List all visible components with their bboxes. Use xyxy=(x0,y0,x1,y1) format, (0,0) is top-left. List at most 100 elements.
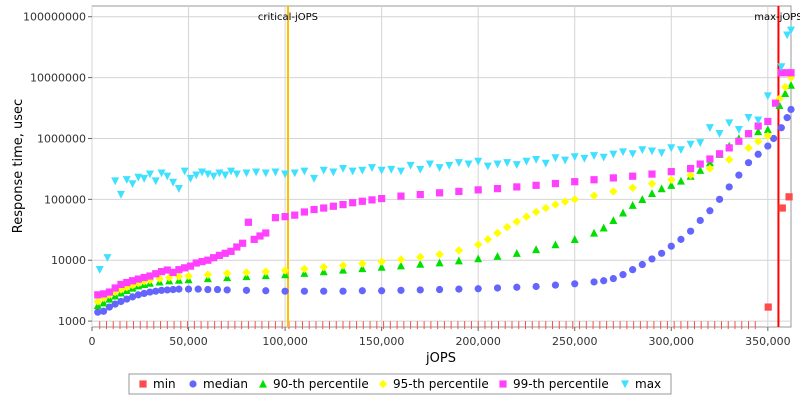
point-max xyxy=(339,164,348,173)
point-max xyxy=(252,168,261,177)
point-95-th-percentile xyxy=(725,155,734,164)
point-median xyxy=(706,207,714,215)
point-max xyxy=(103,254,112,262)
point-median xyxy=(320,287,328,295)
point-99-th-percentile xyxy=(590,176,598,184)
point-median xyxy=(677,235,685,243)
point-median xyxy=(105,303,113,311)
point-90-th-percentile xyxy=(754,127,763,136)
point-max xyxy=(396,167,405,176)
series-min xyxy=(764,193,793,311)
point-median xyxy=(715,195,724,203)
point-99-th-percentile xyxy=(300,208,309,216)
series-layer xyxy=(93,26,796,316)
point-95-th-percentile xyxy=(686,170,695,180)
point-median xyxy=(735,171,743,179)
point-90-th-percentile xyxy=(454,256,463,265)
point-max xyxy=(667,144,676,153)
point-max xyxy=(406,161,415,170)
point-max xyxy=(638,146,647,155)
point-median xyxy=(99,307,108,315)
point-90-th-percentile xyxy=(99,298,108,307)
point-max xyxy=(435,164,444,172)
point-max xyxy=(483,162,492,171)
point-99-th-percentile xyxy=(435,189,444,197)
point-max xyxy=(425,160,434,169)
point-99-th-percentile xyxy=(186,262,195,270)
point-max xyxy=(763,92,772,101)
x-tick-label: 300,000 xyxy=(649,335,695,348)
x-tick-label: 100,000 xyxy=(262,335,308,348)
point-99-th-percentile xyxy=(551,179,560,188)
critical-jops-label: critical-jOPS xyxy=(258,12,318,23)
point-95-th-percentile xyxy=(222,269,232,278)
point-max xyxy=(580,154,589,163)
point-median xyxy=(140,289,148,298)
point-99-th-percentile xyxy=(368,196,376,204)
point-99-th-percentile xyxy=(686,164,695,173)
point-max xyxy=(551,154,560,163)
point-99-th-percentile xyxy=(233,243,241,251)
point-99-th-percentile xyxy=(378,194,386,203)
x-axis-ticks: 0 50,000 100,000 150,000 200,000 250,000 300,0… xyxy=(89,327,791,348)
point-95-th-percentile xyxy=(358,259,367,268)
point-max xyxy=(532,155,541,164)
point-95-th-percentile xyxy=(541,203,550,213)
point-95-th-percentile xyxy=(781,82,790,92)
point-95-th-percentile xyxy=(628,183,637,192)
point-95-th-percentile xyxy=(522,212,531,221)
point-median xyxy=(378,287,386,295)
point-max xyxy=(561,156,570,165)
point-90-th-percentile xyxy=(416,260,425,268)
point-median xyxy=(262,287,270,295)
legend-swatch-min xyxy=(139,380,147,388)
point-95-th-percentile xyxy=(775,94,784,103)
point-max xyxy=(180,167,189,176)
point-95-th-percentile xyxy=(416,252,425,262)
point-max xyxy=(522,157,531,166)
point-99-th-percentile xyxy=(754,122,762,130)
point-95-th-percentile xyxy=(435,250,444,259)
point-95-th-percentile xyxy=(203,270,213,279)
point-90-th-percentile xyxy=(638,195,647,203)
point-max xyxy=(157,169,166,178)
point-max xyxy=(128,180,137,189)
series-max xyxy=(95,26,795,274)
legend-swatch-max xyxy=(621,380,629,389)
y-tick-label: 1000 xyxy=(58,315,86,328)
point-99-th-percentile xyxy=(140,273,148,282)
point-median xyxy=(339,287,347,295)
point-max xyxy=(281,170,290,179)
point-median xyxy=(696,216,704,225)
point-95-th-percentile xyxy=(560,197,570,206)
point-95-th-percentile xyxy=(300,264,309,274)
point-median xyxy=(590,278,598,286)
point-95-th-percentile xyxy=(377,257,386,266)
point-median xyxy=(777,124,785,132)
point-max xyxy=(242,169,251,178)
point-max xyxy=(290,169,299,178)
y-tick-label: 100000 xyxy=(44,193,86,206)
point-median xyxy=(169,285,177,294)
point-95-th-percentile xyxy=(280,266,290,275)
point-90-th-percentile xyxy=(396,261,405,270)
point-median xyxy=(194,285,202,293)
point-99-th-percentile xyxy=(715,150,724,158)
point-99-th-percentile xyxy=(134,275,142,283)
point-max xyxy=(570,153,579,161)
point-max xyxy=(203,170,212,179)
point-99-th-percentile xyxy=(764,117,772,126)
point-99-th-percentile xyxy=(339,200,347,209)
point-95-th-percentile xyxy=(338,261,348,270)
point-95-th-percentile xyxy=(763,131,773,141)
point-99-th-percentile xyxy=(725,144,733,152)
legend-label-95-th-percentile: 95-th percentile xyxy=(393,377,489,391)
point-max xyxy=(95,266,104,274)
point-median xyxy=(754,150,762,158)
point-99-th-percentile xyxy=(221,249,229,257)
legend-label-99-th-percentile: 99-th percentile xyxy=(513,377,609,391)
point-90-th-percentile xyxy=(532,245,541,254)
point-max xyxy=(474,157,483,166)
point-median xyxy=(787,105,795,114)
point-max xyxy=(787,26,795,35)
